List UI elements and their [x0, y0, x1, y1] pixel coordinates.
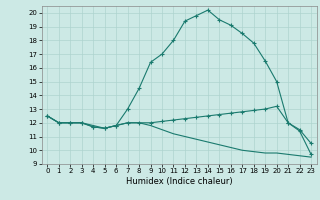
X-axis label: Humidex (Indice chaleur): Humidex (Indice chaleur)	[126, 177, 233, 186]
